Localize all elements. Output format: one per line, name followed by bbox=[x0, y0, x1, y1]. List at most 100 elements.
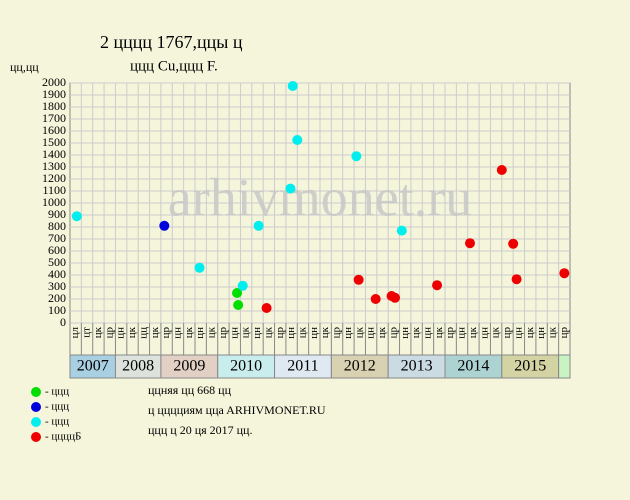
y-tick-label: 1700 bbox=[42, 111, 66, 125]
y-tick-label: 1400 bbox=[42, 147, 66, 161]
year-label: 2011 bbox=[287, 358, 318, 375]
legend-marker bbox=[31, 417, 41, 427]
data-point bbox=[353, 274, 364, 285]
data-point bbox=[511, 274, 522, 285]
x-tick-label: цр bbox=[160, 327, 172, 339]
annotation: ц цццциям ццa ARHIVMONET.RU bbox=[148, 403, 326, 417]
data-point bbox=[261, 303, 272, 313]
data-point bbox=[287, 81, 298, 91]
x-tick-label: цн bbox=[228, 327, 240, 339]
year-cell bbox=[558, 354, 571, 379]
legend-marker bbox=[31, 402, 41, 412]
legend-label: - ццц bbox=[45, 416, 69, 428]
data-point bbox=[237, 280, 248, 291]
data-point bbox=[432, 280, 443, 291]
data-point bbox=[159, 220, 170, 231]
data-point bbox=[465, 238, 475, 249]
y-tick-label: 500 bbox=[48, 255, 66, 269]
x-tick-label: цк bbox=[467, 326, 479, 338]
legend-label: - ццц bbox=[45, 386, 69, 398]
x-tick-label: цк bbox=[296, 326, 308, 338]
x-tick-label: цн bbox=[194, 327, 206, 339]
x-tick-label: цн bbox=[251, 327, 263, 339]
year-label: 2013 bbox=[401, 358, 433, 375]
year-label: 2008 bbox=[122, 358, 154, 375]
x-tick-label: цр bbox=[501, 327, 513, 339]
data-point bbox=[370, 294, 381, 304]
data-point bbox=[390, 292, 400, 303]
year-label: 2007 bbox=[77, 358, 109, 375]
year-label: 2014 bbox=[457, 358, 489, 375]
y-tick-label: 100 bbox=[48, 303, 66, 317]
y-tick-label: 400 bbox=[48, 267, 66, 281]
y-tick-label: 1600 bbox=[42, 123, 66, 137]
data-point bbox=[233, 300, 244, 310]
y-tick-label: 1100 bbox=[42, 183, 66, 197]
x-tick-label: цк bbox=[433, 326, 445, 338]
data-point bbox=[292, 135, 303, 145]
y-axis-label: цц,цц bbox=[10, 60, 39, 74]
y-tick-label: 1000 bbox=[42, 195, 66, 209]
x-tick-label: цн bbox=[285, 327, 297, 339]
data-point bbox=[71, 211, 82, 222]
data-point bbox=[496, 165, 507, 175]
x-tick-label: цк bbox=[92, 326, 104, 338]
y-tick-label: 1200 bbox=[42, 171, 66, 185]
y-tick-label: 1300 bbox=[42, 159, 66, 173]
x-tick-label: цн bbox=[478, 327, 490, 339]
chart-subtitle: ццц Cu,ццц F. bbox=[130, 58, 218, 74]
x-tick-label: цн bbox=[535, 327, 547, 339]
x-tick-label: цк bbox=[240, 326, 252, 338]
legend-marker bbox=[31, 387, 41, 397]
x-tick-label: цк bbox=[183, 326, 195, 338]
data-point bbox=[232, 288, 243, 298]
data-point bbox=[253, 220, 264, 231]
x-tick-label: цн bbox=[456, 327, 468, 339]
x-tick-label: цн bbox=[512, 327, 524, 339]
x-tick-label: цк bbox=[410, 326, 422, 338]
year-label: 2010 bbox=[230, 358, 262, 375]
x-tick-label: цр bbox=[444, 327, 456, 339]
x-tick-label: цн bbox=[171, 327, 183, 339]
y-tick-label: 900 bbox=[48, 207, 66, 221]
y-tick-label: 200 bbox=[48, 291, 66, 305]
x-tick-label: цк bbox=[546, 326, 558, 338]
data-point bbox=[396, 225, 407, 236]
y-tick-label: 600 bbox=[48, 243, 66, 257]
x-tick-label: цн bbox=[399, 327, 411, 339]
data-point bbox=[285, 183, 296, 194]
x-tick-label: цк bbox=[376, 326, 388, 338]
x-tick-label: цн bbox=[421, 327, 433, 339]
y-tick-label: 2000 bbox=[42, 75, 66, 89]
x-tick-label: цн bbox=[365, 327, 377, 339]
y-tick-label: 700 bbox=[48, 231, 66, 245]
data-point bbox=[194, 262, 205, 273]
x-tick-label: цр bbox=[331, 327, 343, 339]
year-label: 2009 bbox=[173, 358, 205, 375]
legend-marker bbox=[31, 432, 41, 442]
year-label: 2012 bbox=[344, 358, 376, 375]
y-tick-label: 800 bbox=[48, 219, 66, 233]
chart-title: 2 цццц 1767,ццы ц bbox=[100, 32, 243, 52]
x-tick-label: цр bbox=[217, 327, 229, 339]
x-tick-label: цл bbox=[69, 327, 81, 339]
x-tick-label: цн bbox=[115, 327, 127, 339]
year-label: 2015 bbox=[514, 358, 546, 375]
legend-label: - ццц bbox=[45, 401, 69, 413]
x-tick-label: цн bbox=[342, 327, 354, 339]
data-point bbox=[559, 268, 570, 279]
x-tick-label: цк bbox=[149, 326, 161, 338]
x-tick-label: цк bbox=[353, 326, 365, 338]
watermark: arhivmonet.ru bbox=[168, 167, 472, 227]
x-tick-label: цр bbox=[274, 327, 286, 339]
x-tick-label: цк bbox=[262, 326, 274, 338]
x-tick-label: цк bbox=[524, 326, 536, 338]
x-tick-label: цк bbox=[206, 326, 218, 338]
x-tick-label: цн bbox=[308, 327, 320, 339]
x-tick-label: цр bbox=[103, 327, 115, 339]
x-tick-label: цт bbox=[81, 327, 93, 338]
y-tick-label: 1500 bbox=[42, 135, 66, 149]
x-tick-label: цц bbox=[137, 327, 149, 339]
x-tick-label: цр bbox=[558, 327, 570, 339]
